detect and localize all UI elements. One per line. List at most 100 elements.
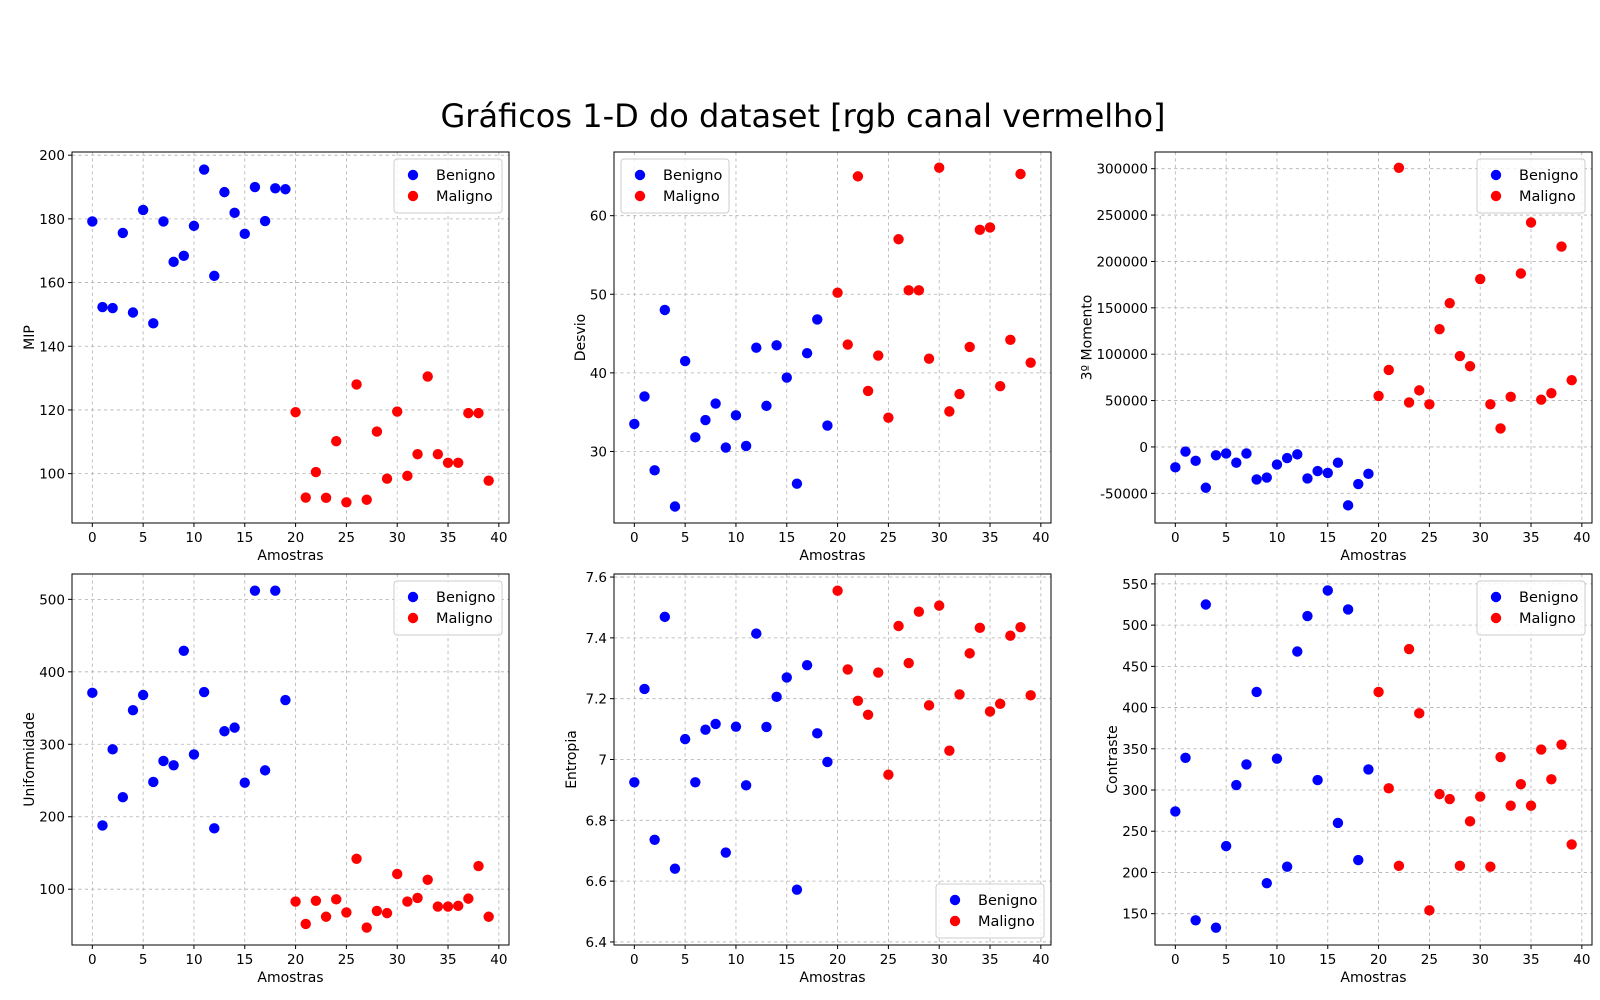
data-point-benigno	[97, 301, 108, 313]
data-point-benigno	[791, 884, 803, 895]
y-tick-label: 250	[1122, 824, 1148, 840]
legend: Benigno Maligno	[935, 883, 1045, 939]
y-tick-label: 7.4	[586, 631, 607, 647]
legend-label-benigno: Benigno	[1519, 590, 1578, 606]
x-tick-label: 15	[778, 530, 795, 546]
data-point-benigno	[1332, 817, 1344, 829]
data-point-maligno	[1556, 241, 1567, 252]
x-tick-label: 30	[389, 530, 406, 546]
x-tick-label: 35	[439, 952, 456, 968]
legend-box	[620, 158, 730, 214]
y-axis-label: Contraste	[1105, 725, 1121, 793]
data-point-maligno	[392, 868, 403, 880]
data-point-benigno	[771, 691, 782, 703]
x-tick-label: 0	[88, 530, 97, 546]
data-point-benigno	[700, 414, 711, 426]
legend-label-benigno: Benigno	[663, 168, 722, 184]
legend-label-benigno: Benigno	[1519, 168, 1578, 184]
plot-area-frame	[613, 151, 1052, 524]
subplots-grid: 0 5 10 15 20 25 30 35 40100120140160180200Amostr…	[22, 148, 1593, 986]
data-point-maligno	[964, 341, 975, 353]
data-point-benigno	[158, 216, 169, 227]
data-point-maligno	[1495, 751, 1506, 763]
x-tick-label: 35	[981, 952, 998, 968]
data-point-maligno	[903, 657, 914, 669]
data-point-maligno	[974, 622, 986, 634]
x-tick-label: 30	[1472, 952, 1489, 968]
data-point-maligno	[432, 901, 444, 912]
data-point-benigno	[629, 777, 640, 788]
data-point-maligno	[873, 350, 884, 361]
data-point-maligno	[1403, 643, 1415, 655]
data-point-maligno	[1403, 397, 1415, 408]
data-point-maligno	[300, 492, 311, 503]
y-tick-label: 30	[590, 444, 607, 460]
x-tick-label: 5	[139, 952, 148, 968]
data-point-maligno	[1373, 686, 1384, 698]
data-point-benigno	[801, 348, 813, 359]
data-point-benigno	[1210, 922, 1222, 933]
data-point-maligno	[1515, 779, 1527, 790]
data-point-maligno	[412, 449, 423, 460]
data-point-benigno	[1353, 854, 1364, 866]
data-point-benigno	[239, 777, 250, 788]
data-point-benigno	[1292, 646, 1303, 657]
data-point-benigno	[87, 216, 98, 227]
subplot-1: 0 5 10 15 20 25 30 35 40 100 120 140 160 180 200 Amostr…	[22, 148, 510, 564]
y-tick-label: 50000	[1105, 394, 1148, 410]
data-point-maligno	[381, 907, 393, 919]
data-point-benigno	[669, 863, 681, 874]
x-tick-label: 20	[287, 530, 304, 546]
data-point-maligno	[371, 905, 383, 917]
data-point-maligno	[934, 600, 945, 611]
x-axis-label: Amostras	[1340, 548, 1406, 564]
data-point-benigno	[1190, 915, 1201, 926]
data-point-benigno	[1261, 877, 1272, 889]
data-point-maligno	[341, 497, 352, 508]
data-point-maligno	[954, 689, 965, 700]
data-point-maligno	[1025, 357, 1036, 368]
y-tick-label: 50	[590, 287, 607, 303]
y-tick-label: 160	[39, 276, 65, 292]
data-point-benigno	[1271, 459, 1283, 470]
data-point-benigno	[629, 418, 640, 430]
data-point-maligno	[1475, 791, 1486, 802]
x-tick-label: 35	[1522, 530, 1539, 546]
data-point-benigno	[1312, 774, 1323, 786]
data-point-benigno	[1281, 861, 1293, 872]
legend-marker-maligno	[407, 190, 419, 202]
x-tick-label: 40	[1032, 530, 1049, 546]
data-point-benigno	[1241, 759, 1252, 770]
data-point-benigno	[761, 400, 772, 412]
x-tick-label: 25	[1421, 530, 1438, 546]
data-point-benigno	[690, 432, 701, 443]
legend-marker-maligno	[1490, 612, 1502, 624]
data-point-benigno	[1210, 450, 1222, 461]
data-point-benigno	[229, 207, 240, 219]
data-point-maligno	[1383, 364, 1394, 376]
data-point-maligno	[852, 695, 864, 707]
data-point-benigno	[730, 410, 742, 421]
y-tick-label: 400	[39, 665, 65, 681]
data-point-benigno	[720, 442, 731, 453]
data-point-benigno	[639, 683, 650, 695]
x-tick-label: 40	[1032, 952, 1049, 968]
x-tick-label: 15	[778, 952, 795, 968]
y-tick-label: 0	[1139, 440, 1148, 456]
y-tick-label: 40	[590, 366, 607, 382]
data-point-maligno	[1535, 744, 1547, 755]
data-point-benigno	[1322, 585, 1333, 596]
data-point-maligno	[1005, 630, 1016, 641]
data-point-benigno	[148, 318, 159, 329]
data-point-maligno	[1025, 690, 1036, 701]
data-point-benigno	[1231, 779, 1242, 791]
data-point-benigno	[822, 756, 833, 768]
data-point-benigno	[1332, 457, 1344, 468]
data-point-benigno	[239, 228, 250, 240]
legend-marker-benigno	[949, 894, 961, 906]
data-point-benigno	[740, 780, 752, 791]
y-tick-label: 200	[39, 148, 65, 164]
data-point-benigno	[127, 705, 139, 716]
data-point-benigno	[781, 372, 792, 383]
data-point-benigno	[659, 611, 671, 623]
